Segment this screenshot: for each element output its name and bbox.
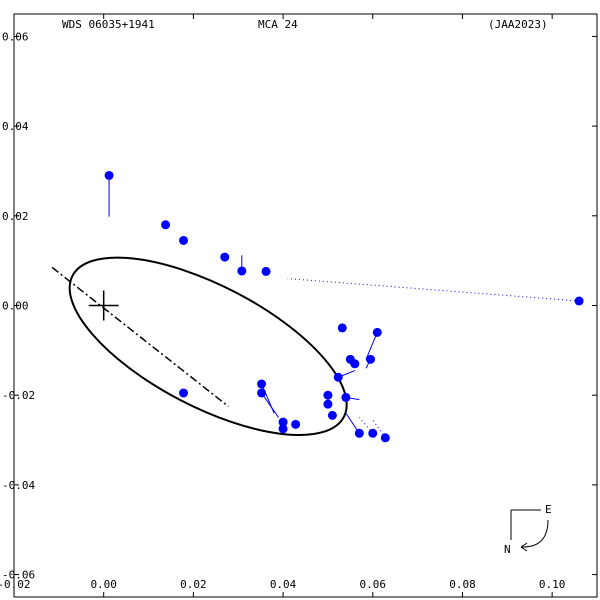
residual-line bbox=[287, 278, 580, 302]
residual-line bbox=[365, 332, 378, 360]
x-tick-label: 0.08 bbox=[449, 578, 476, 591]
header-wds-id: WDS 06035+1941 bbox=[62, 18, 155, 31]
y-tick-label: 0.02 bbox=[2, 210, 29, 223]
observation-point bbox=[368, 428, 378, 438]
observation-point bbox=[278, 417, 288, 427]
observation-point bbox=[237, 266, 247, 276]
x-axis-ticks: -0.02 0.00 0.02 0.04 0.06 0.08 0.10 bbox=[0, 14, 565, 597]
observation-point bbox=[323, 399, 333, 409]
observation-point bbox=[337, 323, 347, 333]
observation-point bbox=[354, 428, 364, 438]
observation-point bbox=[380, 433, 390, 443]
observation-point bbox=[257, 379, 267, 389]
line-of-nodes bbox=[51, 266, 229, 407]
x-tick-label: 0.04 bbox=[270, 578, 297, 591]
observation-point bbox=[257, 388, 267, 398]
observation-point bbox=[161, 220, 171, 230]
x-tick-label: -0.02 bbox=[0, 578, 31, 591]
y-axis-ticks: 0.06 0.04 0.02 0.00 -0.02 -0.04 -0.06 bbox=[2, 30, 597, 582]
orbit-ellipse-group bbox=[68, 256, 348, 437]
orbit-ellipse bbox=[68, 256, 348, 437]
residual-line bbox=[261, 392, 280, 418]
x-tick-label: 0.00 bbox=[90, 578, 117, 591]
observation-point bbox=[341, 392, 351, 402]
y-tick-label: -0.02 bbox=[2, 389, 35, 402]
y-tick-label: -0.06 bbox=[2, 569, 35, 582]
observation-point bbox=[350, 359, 360, 369]
observation-point bbox=[366, 354, 376, 364]
header-discoverer: MCA 24 bbox=[258, 18, 298, 31]
y-tick-label: 0.00 bbox=[2, 300, 29, 313]
compass-axes bbox=[510, 509, 541, 540]
compass-east-label: E bbox=[545, 503, 552, 516]
header-reference: (JAA2023) bbox=[488, 18, 548, 31]
compass-north-label: N bbox=[504, 543, 511, 556]
observation-point bbox=[327, 410, 337, 420]
y-tick-label: 0.04 bbox=[2, 120, 29, 133]
y-tick-label: -0.04 bbox=[2, 479, 35, 492]
y-tick-label: 0.06 bbox=[2, 30, 29, 43]
x-tick-label: 0.06 bbox=[360, 578, 387, 591]
compass-arc bbox=[520, 519, 549, 548]
observation-point bbox=[333, 372, 343, 382]
observation-point bbox=[574, 296, 584, 306]
primary-star-marker bbox=[88, 290, 119, 321]
line-of-nodes-segment bbox=[51, 266, 229, 407]
observation-point bbox=[278, 424, 288, 434]
observation-point bbox=[372, 327, 382, 337]
x-tick-label: 0.10 bbox=[539, 578, 566, 591]
observation-point bbox=[291, 419, 301, 429]
observation-point bbox=[323, 390, 333, 400]
compass: E N bbox=[504, 503, 552, 556]
observation-point bbox=[104, 170, 114, 180]
observation-point bbox=[220, 252, 230, 262]
observation-points bbox=[104, 170, 584, 443]
observation-point bbox=[179, 388, 189, 398]
observation-point bbox=[179, 235, 189, 245]
observation-point bbox=[261, 266, 271, 276]
x-tick-label: 0.02 bbox=[180, 578, 207, 591]
compass-arrow-head bbox=[520, 542, 528, 552]
